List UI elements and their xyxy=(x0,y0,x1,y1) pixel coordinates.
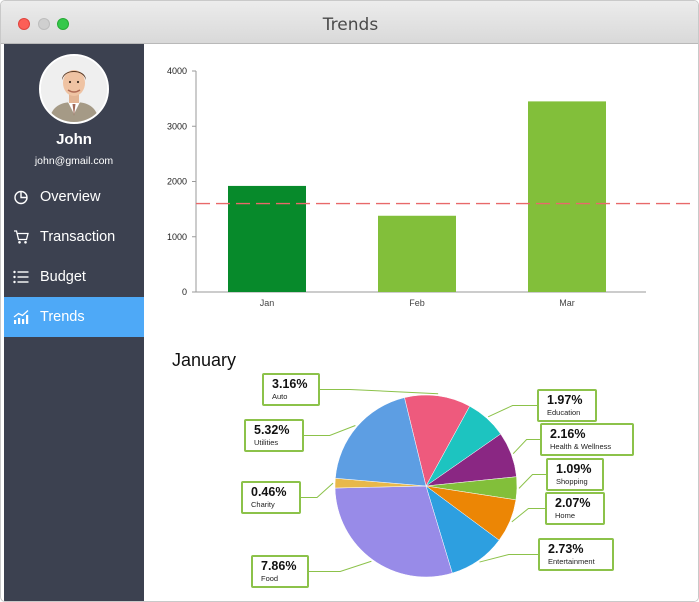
nav-item-trends[interactable]: Trends xyxy=(4,297,144,337)
nav-label: Budget xyxy=(40,269,86,285)
nav-item-overview[interactable]: Overview xyxy=(4,177,144,217)
pie-slice-food[interactable] xyxy=(334,485,453,578)
minimize-window-button[interactable] xyxy=(38,18,50,30)
pie-label-health-wellness: 2.16% Health & Wellness xyxy=(540,423,634,456)
pie-label-percent: 1.09% xyxy=(556,462,592,476)
y-tick-label: 0 xyxy=(182,287,187,297)
nav-label: Overview xyxy=(40,189,101,205)
pie-label-category: Auto xyxy=(272,392,288,401)
pie-chart-icon xyxy=(12,188,30,206)
pie-label-home: 2.07% Home xyxy=(545,492,605,525)
pie-label-category: Utilities xyxy=(254,438,279,447)
bar-feb[interactable] xyxy=(378,215,456,292)
y-tick-label: 3000 xyxy=(167,121,187,131)
trend-chart-icon xyxy=(12,308,30,326)
sidebar: John john@gmail.com Overview Transaction… xyxy=(4,44,144,601)
pie-label-category: Education xyxy=(547,408,581,417)
maximize-window-button[interactable] xyxy=(57,18,69,30)
pie-label-food: 7.86% Food xyxy=(251,555,309,588)
pie-leader-line xyxy=(309,560,372,572)
y-tick-label: 1000 xyxy=(167,232,187,242)
pie-label-category: Shopping xyxy=(556,477,588,486)
pie-label-percent: 5.32% xyxy=(254,423,290,437)
pie-leader-line xyxy=(511,508,545,523)
title-bar: Trends xyxy=(1,1,698,44)
pie-label-percent: 2.73% xyxy=(548,542,584,556)
user-name: John xyxy=(56,131,92,148)
pie-label-charity: 0.46% Charity xyxy=(241,481,301,514)
x-tick-label: Mar xyxy=(559,298,575,308)
pie-label-percent: 1.97% xyxy=(547,393,583,407)
y-tick-label: 2000 xyxy=(167,177,187,187)
nav-item-budget[interactable]: Budget xyxy=(4,257,144,297)
pie-label-category: Home xyxy=(555,511,576,520)
pie-leader-line xyxy=(487,405,537,418)
main-content: 0 1000 2000 3000 4000 Jan Feb Mar January 3.16%… xyxy=(144,44,698,601)
pie-label-percent: 0.46% xyxy=(251,485,287,499)
nav-label: Transaction xyxy=(40,229,116,245)
pie-label-category: Charity xyxy=(251,500,275,509)
monthly-spending-bar-chart: 0 1000 2000 3000 4000 Jan Feb Mar xyxy=(167,66,690,308)
user-photo xyxy=(41,56,107,122)
pie-slice-utilities[interactable] xyxy=(335,397,427,487)
pie-leader-line xyxy=(304,425,356,436)
pie-leader-line xyxy=(518,474,546,489)
pie-label-percent: 3.16% xyxy=(272,377,308,391)
nav-item-transaction[interactable]: Transaction xyxy=(4,217,144,257)
pie-leader-line xyxy=(512,439,540,455)
nav-label: Trends xyxy=(40,309,85,325)
pie-label-percent: 7.86% xyxy=(261,559,297,573)
pie-slice-auto[interactable] xyxy=(404,394,471,487)
x-tick-label: Jan xyxy=(260,298,275,308)
pie-label-percent: 2.07% xyxy=(555,496,591,510)
window-title: Trends xyxy=(322,15,379,35)
pie-label-utilities: 5.32% Utilities xyxy=(244,419,304,452)
pie-chart-title: January xyxy=(172,350,237,370)
cart-icon xyxy=(12,228,30,246)
pie-label-category: Health & Wellness xyxy=(550,442,612,451)
close-window-button[interactable] xyxy=(18,18,30,30)
list-icon xyxy=(12,268,30,286)
user-email: john@gmail.com xyxy=(34,155,114,167)
pie-label-percent: 2.16% xyxy=(550,427,586,441)
pie-label-category: Food xyxy=(261,574,279,583)
avatar xyxy=(39,54,109,124)
bar-mar[interactable] xyxy=(528,101,606,292)
category-pie-chart xyxy=(262,389,546,578)
pie-label-category: Entertainment xyxy=(548,557,595,566)
y-tick-label: 4000 xyxy=(167,66,187,76)
x-tick-label: Feb xyxy=(409,298,425,308)
pie-label-shopping: 1.09% Shopping xyxy=(546,458,604,491)
pie-leader-line xyxy=(479,554,538,563)
pie-label-education: 1.97% Education xyxy=(537,389,597,422)
pie-label-auto: 3.16% Auto xyxy=(262,373,320,406)
pie-label-entertainment: 2.73% Entertainment xyxy=(538,538,614,571)
pie-leader-line xyxy=(301,482,334,498)
